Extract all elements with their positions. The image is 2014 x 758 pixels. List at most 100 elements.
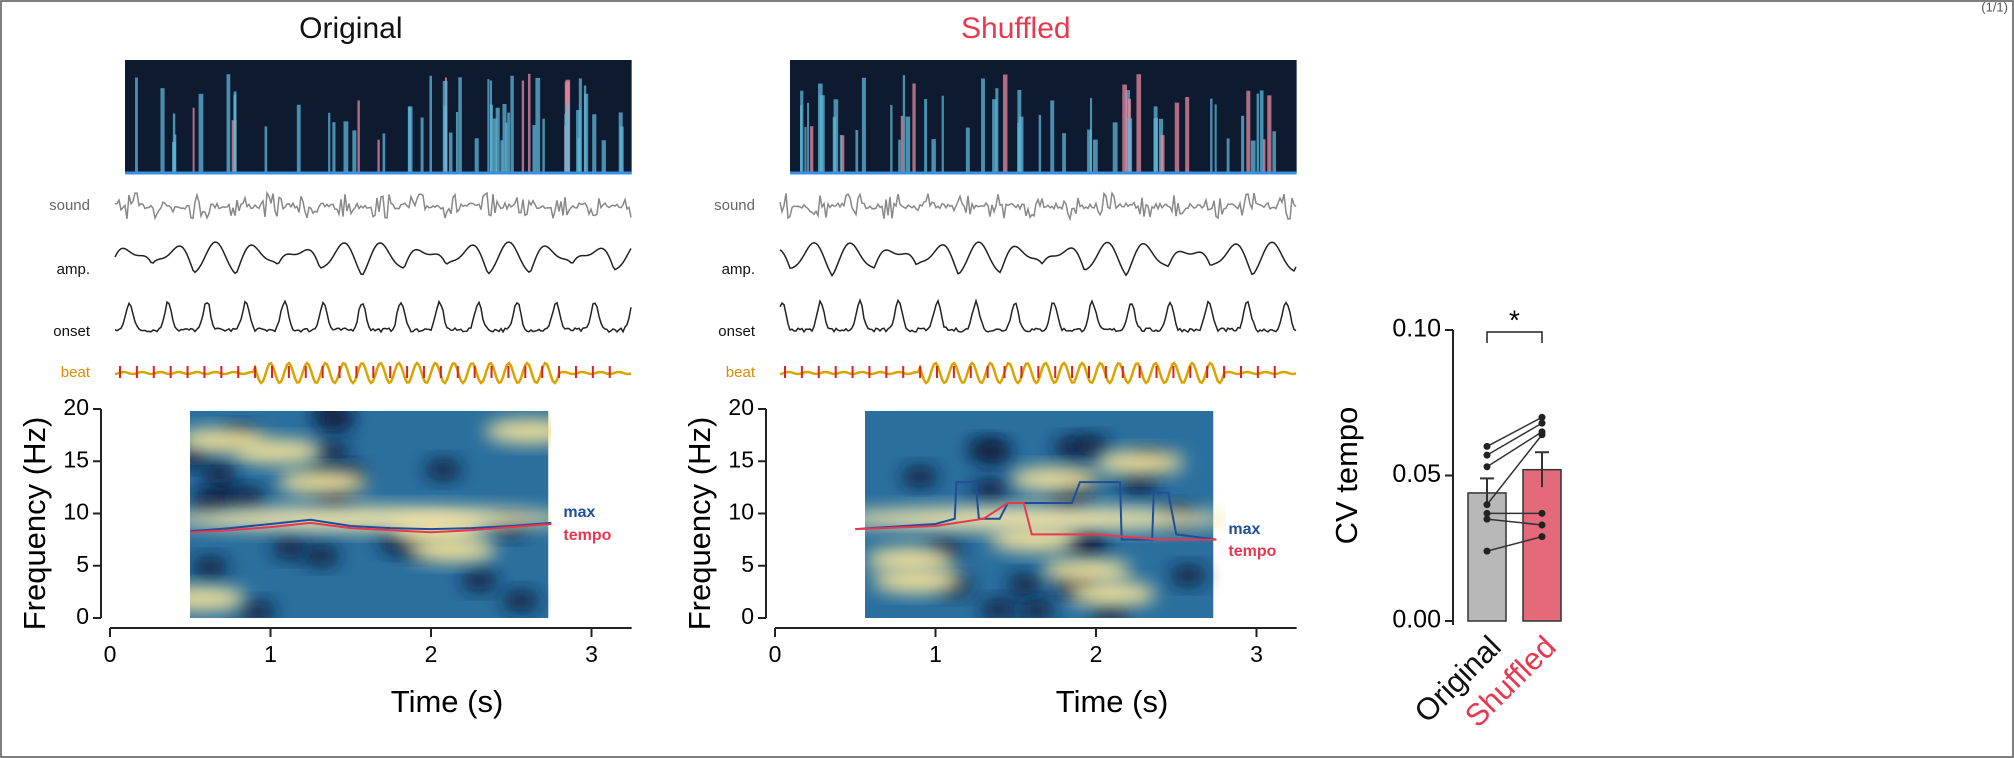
pair-point (1483, 451, 1491, 459)
spectrogram-stripe (505, 122, 508, 172)
legend-label: max (563, 504, 595, 521)
spectrogram-stripe (492, 118, 497, 172)
significance-bracket (1486, 331, 1543, 343)
heatmap-dark (1092, 603, 1129, 618)
pair-point (1483, 547, 1491, 555)
heatmap-dark (901, 466, 938, 487)
spectrogram-stripe (382, 133, 386, 172)
spectrogram-stripe (965, 127, 970, 172)
y-tick-label: 0.00 (1392, 606, 1441, 634)
spectrogram-stripe (992, 99, 997, 172)
heatmap-hot (1066, 582, 1157, 607)
heatmap-dark (318, 411, 355, 431)
pair-point (1538, 533, 1546, 541)
spectrogram-stripe (1226, 138, 1230, 172)
spectrogram-stripe (233, 94, 237, 172)
spectrogram-stripe (818, 83, 823, 172)
spectrogram-bg (790, 60, 1297, 174)
spectrogram-stripe (841, 135, 845, 172)
spectrogram-stripe (507, 112, 510, 172)
spectrogram-stripe (442, 80, 448, 172)
spectrogram-stripe (924, 99, 928, 172)
spectrogram-stripe (429, 75, 433, 172)
y-axis-label: Frequency (Hz) (682, 417, 717, 631)
heatmap-dark (1170, 565, 1207, 586)
spectrogram-stripe (1017, 89, 1022, 172)
series-line (190, 521, 552, 534)
spectrogram-stripe (1087, 129, 1092, 172)
heatmap (190, 411, 551, 618)
spectrogram-stripe (912, 83, 916, 172)
trace (114, 299, 632, 334)
spectrogram-stripe (1002, 74, 1008, 172)
pair-line (1486, 416, 1543, 448)
panel-title: Original (299, 12, 402, 45)
pair-point (1483, 509, 1491, 517)
spectrogram-stripe (332, 122, 336, 172)
spectrogram-stripe (1210, 98, 1213, 172)
spectrogram-stripe (1246, 90, 1251, 172)
spectrogram-stripe (377, 139, 380, 172)
heatmap-hot (484, 419, 551, 444)
pair-point (1483, 442, 1491, 450)
pair-point (1483, 515, 1491, 523)
heatmap-hot (989, 527, 1080, 552)
pair-line (1486, 422, 1543, 456)
spectrogram-stripe (1153, 106, 1158, 172)
heatmap-hot (233, 439, 324, 464)
pair-point (1538, 431, 1546, 439)
spectrogram-image (790, 60, 1297, 175)
spectrogram-stripe (160, 88, 165, 172)
spectrogram-stripe (532, 125, 536, 172)
spectrogram-stripe (489, 80, 493, 172)
heatmap (865, 411, 1226, 618)
heatmap-band (190, 506, 551, 531)
row-label: sound (49, 197, 90, 214)
spectrogram-stripe (833, 99, 839, 172)
row-label: sound (714, 197, 755, 214)
y-tick-label: 0.05 (1392, 460, 1441, 488)
heatmap-dark (971, 478, 1008, 499)
row-label: amp. (57, 261, 90, 278)
y-tick-label: 5 (76, 551, 89, 577)
spectrogram-stripe (474, 138, 479, 172)
x-tick-label: 3 (1250, 641, 1263, 667)
heatmap-dark (200, 463, 237, 484)
spectrogram-stripe (1259, 90, 1264, 172)
spectrogram-stripe (931, 139, 936, 172)
spectrogram-stripe (495, 107, 500, 172)
x-axis-label: Time (s) (391, 684, 504, 719)
trace (114, 241, 632, 276)
spectrogram-stripe (601, 140, 606, 172)
spectrogram-stripe (542, 118, 545, 172)
spectrogram-stripe (618, 112, 623, 172)
series-line (855, 502, 1217, 541)
significance-label: * (1509, 304, 1520, 335)
heatmap-dark (461, 570, 498, 591)
spectrogram-stripe (1050, 100, 1055, 172)
bar (1522, 468, 1562, 622)
spectrogram-stripe (420, 117, 424, 172)
spectrogram-stripe (510, 75, 514, 172)
trace (779, 298, 1297, 334)
spectrogram-stripe (1127, 118, 1133, 172)
spectrogram-stripe (995, 88, 999, 172)
spectrogram-stripe (226, 74, 231, 172)
spectrogram-stripe (343, 121, 349, 172)
heatmap-dark (313, 441, 350, 462)
heatmap-hot (1094, 450, 1185, 475)
spectrogram-stripe (1256, 93, 1260, 172)
row-label: onset (53, 323, 91, 340)
series-line (190, 518, 552, 533)
y-tick-label: 10 (63, 499, 89, 525)
x-axis-label: Time (s) (1056, 684, 1169, 719)
heatmap-hot (190, 586, 247, 611)
spectrogram-stripe (898, 139, 901, 172)
y-axis-label: Frequency (Hz) (17, 417, 52, 631)
spectrogram-stripe (328, 112, 331, 172)
heatmap-dark (239, 601, 276, 618)
spectrogram-stripe (1038, 114, 1042, 172)
spectrogram-stripe (487, 79, 490, 172)
pair-point (1538, 509, 1546, 517)
spectrogram-stripe (352, 130, 357, 172)
